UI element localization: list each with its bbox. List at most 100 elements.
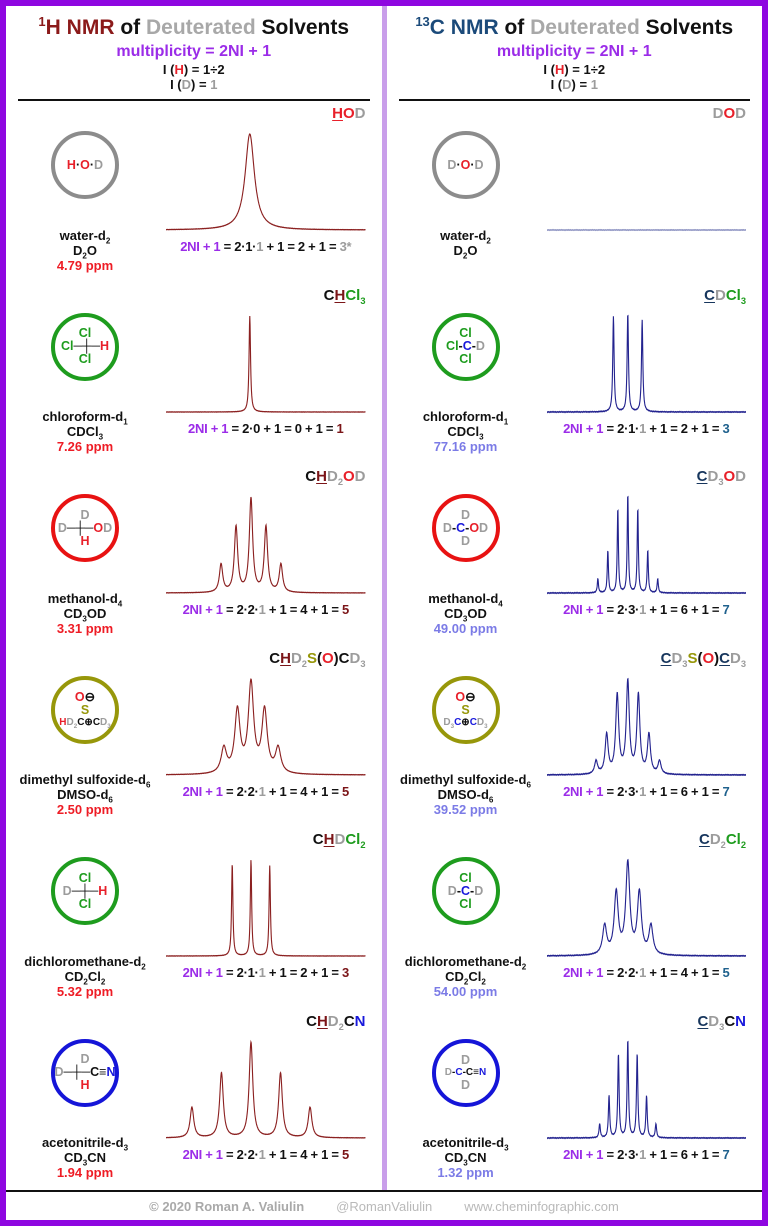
- structure-line: D─┼─OD: [57, 520, 113, 535]
- molecule-circle: Cl Cl─┼─H Cl: [51, 312, 119, 381]
- solvent-caption: chloroform-d1 CDCl3 77.16 ppm: [423, 409, 508, 464]
- chemical-shift: 54.00 ppm: [433, 983, 498, 999]
- chemical-shift: 39.52 ppm: [433, 802, 498, 817]
- spectrum-cell: CD3CN 2NI + 1 = 2·3·1 + 1 = 6 + 1 = 7: [545, 1009, 763, 1191]
- solvent-name: acetonitrile-d3: [422, 1135, 509, 1153]
- solvent-row-dmso-d6: O⊖ S HD2C⊕CD3 dimethyl sulfoxide-d6 DMSO-d…: [6, 646, 382, 828]
- molecule-cell: O⊖ S HD2C⊕CD3 dimethyl sulfoxide-d6 DMSO-d…: [6, 646, 164, 828]
- structure-line: Cl─┼─H: [60, 339, 110, 353]
- column-header: 1H NMR of Deuterated Solvents multiplici…: [6, 14, 382, 101]
- peak-assignment-label: CHCl3: [323, 286, 366, 306]
- peak-assignment-label: CHD2CN: [306, 1012, 366, 1032]
- solvent-caption: chloroform-d1 CDCl3 7.26 ppm: [42, 409, 127, 464]
- spectrum-cell: DOD: [545, 101, 763, 283]
- structure-line: D─┼─C≡N: [54, 1065, 116, 1079]
- molecule-cell: Cl D-C-D Cl dichloromethane-d2 CD2Cl2 54.0…: [387, 827, 545, 1009]
- solvent-rows: D·O·D water-d2 D2O DOD Cl Cl-C-D Cl chloro…: [387, 101, 763, 1190]
- structure-line: H: [80, 1078, 90, 1092]
- structure-line: D-C-D: [447, 883, 484, 898]
- multiplicity-formula: 2NI + 1 = 2·2·1 + 1 = 4 + 1 = 5: [182, 783, 350, 799]
- solvent-caption: acetonitrile-d3 CD3CN 1.32 ppm: [422, 1135, 508, 1190]
- multiplicity-formula: 2NI + 1 = 2·1·1 + 1 = 2 + 1 = 3*: [180, 239, 352, 254]
- spin-h-line: I (H) = 1÷2: [162, 62, 225, 77]
- molecule-circle: D D-C-OD D: [431, 494, 500, 562]
- solvent-rows: H·O·D water-d2 D2O 4.79 ppm HOD 2NI + 1 …: [6, 101, 382, 1190]
- molecule-cell: O⊖ S D3C⊕CD3 dimethyl sulfoxide-d6 DMSO-d6…: [387, 646, 545, 828]
- solvent-caption: water-d2 D2O 4.79 ppm: [57, 228, 113, 283]
- multiplicity-formula: 2NI + 1 = 2·2·1 + 1 = 4 + 1 = 5: [182, 602, 350, 617]
- chemical-shift: 3.31 ppm: [56, 620, 114, 636]
- structure-line: Cl: [459, 326, 472, 340]
- header-rule: [18, 99, 370, 101]
- solvent-formula: CDCl3: [447, 424, 484, 442]
- peak-assignment-label: CD3OD: [696, 468, 746, 487]
- solvent-row-water-d2: H·O·D water-d2 D2O 4.79 ppm HOD 2NI + 1 …: [6, 101, 382, 283]
- spin-d-line: I (D) = 1: [170, 77, 218, 92]
- solvent-caption: water-d2 D2O: [440, 228, 491, 283]
- spectrum-cell: CHDCl2 2NI + 1 = 2·1·1 + 1 = 2 + 1 = 3: [164, 827, 382, 1009]
- multiplicity-formula: 2NI + 1 = 2·1·1 + 1 = 2 + 1 = 3: [563, 420, 730, 436]
- molecule-structure: O⊖ S HD2C⊕CD3: [59, 689, 111, 730]
- structure-line: HD2C⊕CD3: [59, 716, 111, 730]
- molecule-cell: D D-C-OD D methanol-d4 CD3OD 49.00 ppm: [387, 464, 545, 646]
- solvent-row-dmso-d6: O⊖ S D3C⊕CD3 dimethyl sulfoxide-d6 DMSO-d6…: [387, 646, 763, 828]
- nmr-spectrum-plot: [546, 314, 746, 413]
- solvent-name: chloroform-d1: [422, 409, 509, 427]
- column-divider: [381, 6, 387, 1190]
- molecule-cell: D·O·D water-d2 D2O: [387, 101, 545, 283]
- structure-line: Cl: [78, 352, 92, 366]
- spectrum-cell: CDCl3 2NI + 1 = 2·1·1 + 1 = 2 + 1 = 3: [545, 283, 763, 465]
- structure-line: D: [460, 1052, 471, 1067]
- multiplicity-formula: 2NI + 1 = 2·2·1 + 1 = 4 + 1 = 5: [563, 965, 730, 980]
- column-header: 13C NMR of Deuterated Solvents multiplic…: [387, 14, 763, 101]
- solvent-caption: dichloromethane-d2 CD2Cl2 54.00 ppm: [405, 954, 527, 1009]
- structure-line: O⊖: [455, 689, 476, 704]
- chemical-shift: 1.32 ppm: [437, 1165, 494, 1180]
- solvent-formula: CD3OD: [444, 605, 487, 624]
- solvent-row-acetonitrile-d3: D D-C-C≡N D acetonitrile-d3 CD3CN 1.32 ppm…: [387, 1009, 763, 1191]
- solvent-formula: DMSO-d6: [57, 787, 113, 805]
- structure-line: O⊖: [74, 689, 96, 704]
- molecule-circle: O⊖ S HD2C⊕CD3: [51, 675, 119, 744]
- peak-assignment-label: HOD: [332, 105, 366, 122]
- columns-wrapper: 1H NMR of Deuterated Solvents multiplici…: [6, 6, 762, 1190]
- molecule-cell: D D-C-C≡N D acetonitrile-d3 CD3CN 1.32 ppm: [387, 1009, 545, 1191]
- structure-line: H: [80, 533, 90, 548]
- molecule-structure: Cl D─┼─H Cl: [63, 870, 108, 911]
- molecule-circle: Cl Cl-C-D Cl: [431, 312, 500, 381]
- spectrum-cell: HOD 2NI + 1 = 2·1·1 + 1 = 2 + 1 = 3*: [164, 101, 382, 283]
- solvent-formula: CD3CN: [63, 1150, 107, 1168]
- structure-line: Cl: [459, 896, 472, 911]
- molecule-circle: D D-C-C≡N D: [431, 1038, 500, 1107]
- structure-line: D·O·D: [447, 157, 484, 172]
- spin-h-line: I (H) = 1÷2: [543, 62, 606, 77]
- solvent-formula: D2O: [453, 242, 478, 261]
- solvent-name: dimethyl sulfoxide-d6: [400, 772, 531, 790]
- molecule-structure: O⊖ S D3C⊕CD3: [443, 689, 488, 730]
- multiplicity-formula: 2NI + 1 = 2·1·1 + 1 = 2 + 1 = 3: [182, 965, 350, 980]
- molecule-structure: H·O·D: [67, 158, 103, 172]
- structure-line: Cl: [78, 870, 92, 885]
- chemical-shift: 4.79 ppm: [56, 257, 114, 273]
- solvent-caption: dichloromethane-d2 CD2Cl2 5.32 ppm: [24, 954, 146, 1009]
- molecule-cell: D D─┼─C≡N H acetonitrile-d3 CD3CN 1.94 ppm: [6, 1009, 164, 1191]
- footer-copyright: © 2020 Roman A. Valiulin: [149, 1198, 305, 1214]
- molecule-cell: D D─┼─OD H methanol-d4 CD3OD 3.31 ppm: [6, 464, 164, 646]
- solvent-name: methanol-d4: [428, 590, 503, 609]
- solvent-name: acetonitrile-d3: [41, 1135, 129, 1153]
- solvent-formula: CDCl3: [66, 424, 104, 442]
- spectrum-cell: CHD2OD 2NI + 1 = 2·2·1 + 1 = 4 + 1 = 5: [164, 464, 382, 646]
- chemical-shift: 2.50 ppm: [56, 802, 114, 817]
- peak-assignment-label: CD2Cl2: [698, 831, 746, 850]
- solvent-name: water-d2: [440, 227, 491, 246]
- multiplicity-formula: 2NI + 1 = 2·3·1 + 1 = 6 + 1 = 7: [563, 602, 730, 617]
- solvent-row-methanol-d4: D D─┼─OD H methanol-d4 CD3OD 3.31 ppm CHD2…: [6, 464, 382, 646]
- chemical-shift: 5.32 ppm: [56, 983, 114, 999]
- structure-line: S: [80, 702, 90, 717]
- solvent-formula: CD3OD: [63, 605, 107, 624]
- solvent-formula: D2O: [72, 242, 97, 261]
- structure-line: D3C⊕CD3: [443, 716, 488, 730]
- molecule-structure: D D-C-OD D: [443, 508, 488, 548]
- structure-line: Cl: [459, 870, 472, 885]
